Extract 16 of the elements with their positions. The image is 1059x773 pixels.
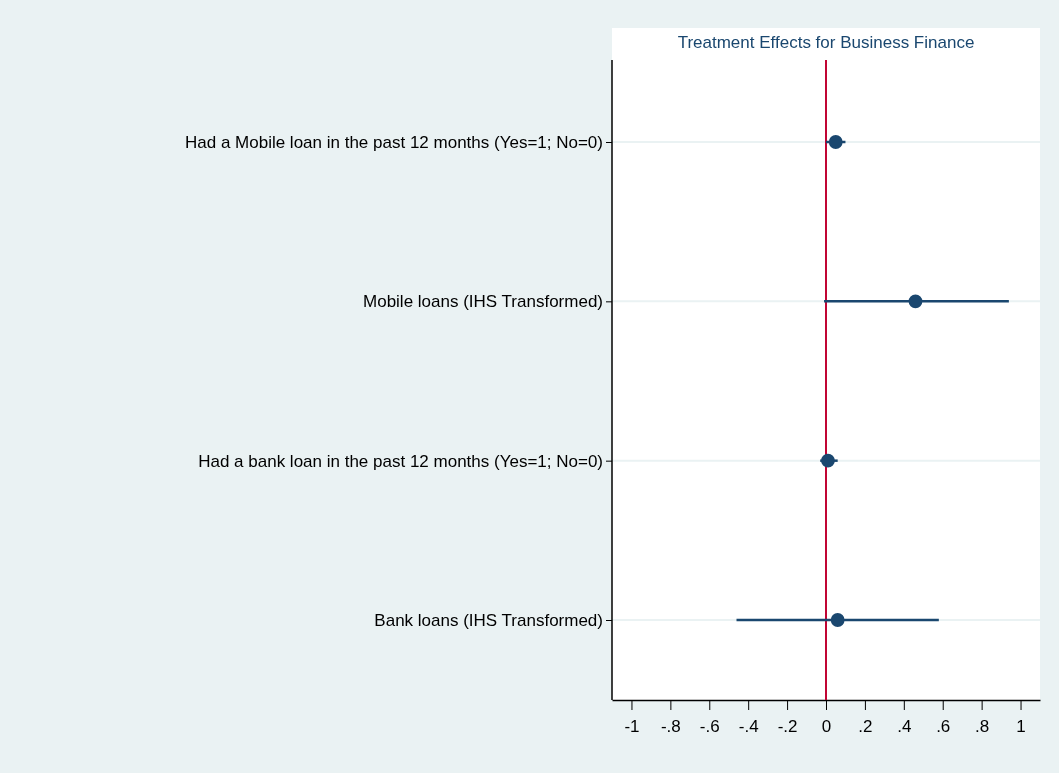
x-tick-label: .6 xyxy=(936,716,951,736)
x-tick-label: -.4 xyxy=(738,716,759,736)
y-tick-label: Mobile loans (IHS Transformed) xyxy=(363,292,603,312)
chart-title: Treatment Effects for Business Finance xyxy=(677,33,975,52)
x-tick-label: 0 xyxy=(821,716,832,736)
y-tick-label: Bank loans (IHS Transformed) xyxy=(374,610,603,630)
x-tick-label: .8 xyxy=(975,716,990,736)
x-tick-label: -.6 xyxy=(699,716,720,736)
x-tick-label: -.2 xyxy=(777,716,798,736)
x-tick-label: 1 xyxy=(1016,716,1026,736)
y-tick-label: Had a Mobile loan in the past 12 months (Yes=1; No=0) xyxy=(184,132,603,152)
x-tick-label: .4 xyxy=(897,716,912,736)
x-tick-label: -.8 xyxy=(660,716,681,736)
x-tick-label: -1 xyxy=(624,716,640,736)
y-tick-label: Had a bank loan in the past 12 months (Yes=1; No=0) xyxy=(198,451,603,471)
x-tick-label: .2 xyxy=(858,716,873,736)
